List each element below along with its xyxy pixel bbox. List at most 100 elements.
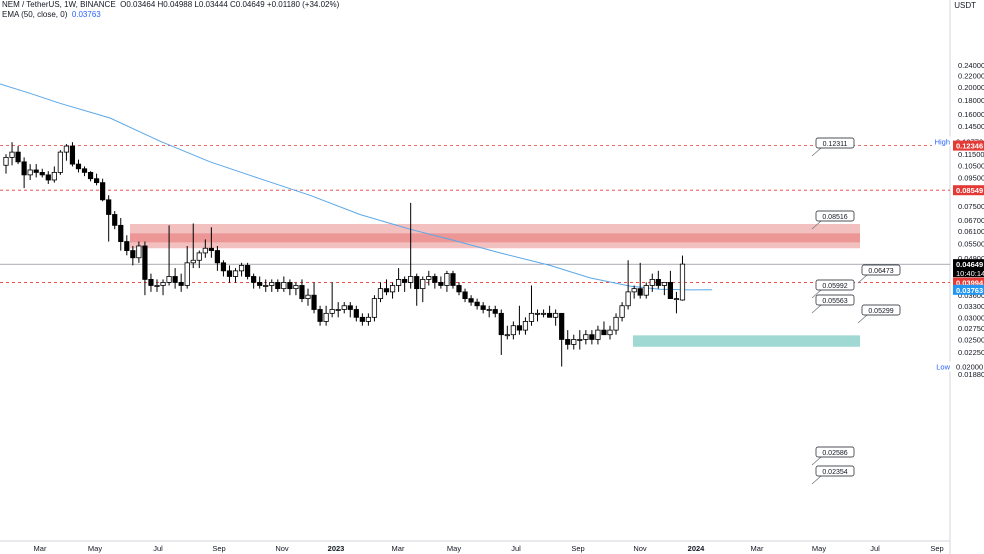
candle-body xyxy=(269,282,275,286)
price-axis-label: 0.12346 xyxy=(956,142,983,151)
candle-body xyxy=(679,263,686,301)
candle-body xyxy=(402,279,408,283)
y-tick-label: 0.03600 xyxy=(958,291,984,300)
candle-body xyxy=(383,288,390,293)
candle-body xyxy=(15,151,21,163)
callout-box xyxy=(861,264,901,276)
callout-text: 0.02586 xyxy=(822,450,847,457)
price-callout: 0.02586 xyxy=(811,446,855,466)
price-callout: 0.05563 xyxy=(811,294,855,314)
y-tick-label: 0.01880 xyxy=(958,370,984,379)
candle-body xyxy=(468,298,474,303)
candle-body xyxy=(311,294,317,310)
y-tick-label: 0.06700 xyxy=(958,216,984,225)
candle-body xyxy=(408,276,414,283)
candle-body xyxy=(287,282,293,290)
extreme-tag-bg xyxy=(932,136,952,147)
candle-body xyxy=(377,288,384,300)
callout-pointer xyxy=(811,147,822,157)
x-tick-label: 2024 xyxy=(688,544,706,553)
candle-body xyxy=(553,312,559,318)
callout-text: 0.02354 xyxy=(822,469,847,476)
callout-text: 0.05992 xyxy=(822,283,847,290)
candle-body xyxy=(51,172,57,181)
candle-body xyxy=(631,288,637,293)
candle-body xyxy=(196,252,202,261)
y-tick-label: 0.14500 xyxy=(958,122,984,131)
y-tick-label: 0.22000 xyxy=(958,71,984,80)
candle-body xyxy=(238,265,245,272)
y-tick-label: 0.05500 xyxy=(958,240,984,249)
candle-body xyxy=(504,334,510,337)
callout-box xyxy=(815,294,855,306)
candle-body xyxy=(510,325,516,336)
candle-body xyxy=(432,276,438,283)
support-zone xyxy=(633,335,860,347)
y-tick-label: 0.16000 xyxy=(958,110,984,119)
currency-label[interactable]: USDT xyxy=(954,1,976,10)
candle-body xyxy=(643,285,649,296)
candle-body xyxy=(516,325,523,331)
candle-body xyxy=(649,279,655,286)
x-tick-label: Sep xyxy=(212,544,225,553)
candle-body xyxy=(601,329,607,336)
callout-text: 0.12311 xyxy=(823,141,848,148)
candle-body xyxy=(232,270,239,277)
candle-body xyxy=(257,282,263,286)
x-tick-label: Nov xyxy=(275,544,289,553)
candle-body xyxy=(190,259,196,264)
price-axis-label-bg xyxy=(953,284,984,295)
candle-body xyxy=(655,279,661,286)
x-tick-label: 2023 xyxy=(328,544,345,553)
callout-pointer xyxy=(811,475,822,485)
candle-body xyxy=(547,312,553,318)
candle-body xyxy=(444,273,450,286)
candle-body xyxy=(63,145,69,153)
price-axis-label-bg xyxy=(953,361,984,372)
candle-body xyxy=(202,247,208,254)
price-callout: 0.02354 xyxy=(811,465,855,485)
candle-body xyxy=(305,294,311,300)
y-tick-label: 0.18000 xyxy=(958,96,984,105)
candle-body xyxy=(166,276,172,283)
callout-pointer xyxy=(811,456,822,466)
candle-body xyxy=(486,309,492,311)
extreme-tag-bg xyxy=(932,361,952,372)
candle-body xyxy=(178,282,184,286)
candle-body xyxy=(498,312,504,336)
candle-body xyxy=(75,163,82,170)
candle-body xyxy=(226,270,233,277)
y-tick-label: 0.24000 xyxy=(958,61,984,70)
callout-box xyxy=(815,210,855,222)
price-callout: 0.12311 xyxy=(811,137,855,157)
chart-legend-ema: EMA (50, close, 0) 0.03763 xyxy=(2,10,101,20)
candle-body xyxy=(136,245,142,259)
candle-body xyxy=(341,305,347,310)
price-callout: 0.08516 xyxy=(811,210,855,230)
y-tick-label: 0.10500 xyxy=(958,161,984,170)
y-tick-label: 0.03000 xyxy=(958,313,984,322)
candle-body xyxy=(438,282,444,286)
price-axis-label-bg xyxy=(953,277,984,288)
candle-body xyxy=(420,279,426,290)
x-tick-label: May xyxy=(812,544,826,553)
candle-body xyxy=(293,285,299,290)
legend-symbol-text: NEM / TetherUS, 1W, BINANCE xyxy=(2,0,116,9)
candle-body xyxy=(3,157,9,166)
extreme-tag: High xyxy=(935,138,950,147)
y-tick-label: 0.02250 xyxy=(958,348,984,357)
price-axis-label-bg xyxy=(953,259,984,278)
candle-body xyxy=(583,334,589,340)
price-axis-label: 0.03994 xyxy=(956,279,984,288)
y-tick-label: 0.03300 xyxy=(958,302,984,311)
x-tick-label: Jul xyxy=(153,544,163,553)
candle-body xyxy=(456,285,462,293)
candle-body xyxy=(21,161,27,176)
candle-body xyxy=(45,174,51,181)
resistance-zone-inner xyxy=(130,233,860,243)
candle-body xyxy=(347,305,353,310)
candle-body xyxy=(281,282,287,290)
y-tick-label: 0.04900 xyxy=(958,254,984,263)
price-callout: 0.05992 xyxy=(811,279,855,299)
